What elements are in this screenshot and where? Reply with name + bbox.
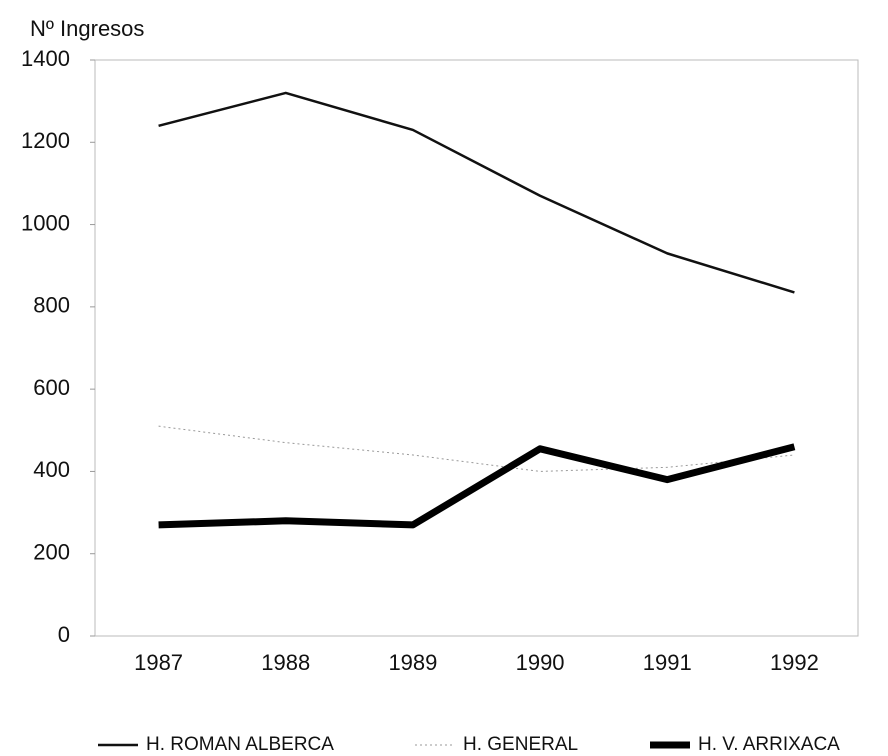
- y-tick-label: 1000: [21, 210, 70, 235]
- y-tick-label: 400: [33, 457, 70, 482]
- series-line: [158, 443, 796, 529]
- x-tick-label: 1987: [134, 650, 183, 675]
- x-tick-label: 1991: [643, 650, 692, 675]
- series-line: [158, 91, 795, 294]
- y-axis-label: Nº Ingresos: [30, 16, 144, 41]
- legend-label: H. GENERAL: [463, 734, 578, 755]
- plot-frame: [94, 59, 859, 637]
- series-line: [158, 425, 795, 472]
- x-tick-label: 1990: [516, 650, 565, 675]
- x-tick-label: 1988: [261, 650, 310, 675]
- y-tick-label: 800: [33, 293, 70, 318]
- y-tick-label: 1400: [21, 46, 70, 71]
- y-tick-label: 200: [33, 540, 70, 565]
- y-tick-label: 1200: [21, 128, 70, 153]
- legend-label: H. V. ARRIXACA: [698, 734, 840, 755]
- y-tick-label: 600: [33, 375, 70, 400]
- x-tick-label: 1992: [770, 650, 819, 675]
- x-tick-label: 1989: [388, 650, 437, 675]
- legend-label: H. ROMAN ALBERCA: [146, 734, 334, 755]
- y-tick-label: 0: [58, 622, 70, 647]
